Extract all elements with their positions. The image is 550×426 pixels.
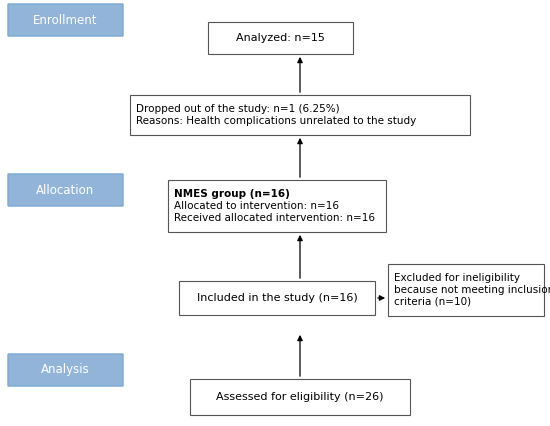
Text: Excluded for ineligibility: Excluded for ineligibility — [394, 273, 520, 283]
Text: NMES group (n=16): NMES group (n=16) — [174, 190, 290, 199]
FancyBboxPatch shape — [130, 95, 470, 135]
Text: Assessed for eligibility (n=26): Assessed for eligibility (n=26) — [216, 392, 384, 402]
Text: Analysis: Analysis — [41, 363, 90, 377]
Text: Reasons: Health complications unrelated to the study: Reasons: Health complications unrelated … — [136, 116, 416, 126]
FancyBboxPatch shape — [8, 354, 123, 386]
Text: Enrollment: Enrollment — [33, 14, 98, 26]
Text: Received allocated intervention: n=16: Received allocated intervention: n=16 — [174, 213, 375, 223]
Text: criteria (n=10): criteria (n=10) — [394, 296, 471, 307]
Text: Dropped out of the study: n=1 (6.25%): Dropped out of the study: n=1 (6.25%) — [136, 104, 340, 114]
FancyBboxPatch shape — [207, 22, 353, 54]
FancyBboxPatch shape — [190, 379, 410, 415]
Text: Analyzed: n=15: Analyzed: n=15 — [235, 33, 324, 43]
Text: Allocation: Allocation — [36, 184, 95, 196]
FancyBboxPatch shape — [8, 174, 123, 206]
FancyBboxPatch shape — [388, 264, 544, 316]
FancyBboxPatch shape — [168, 180, 386, 232]
Text: Included in the study (n=16): Included in the study (n=16) — [197, 293, 358, 303]
Text: because not meeting inclusion: because not meeting inclusion — [394, 285, 550, 295]
Text: Allocated to intervention: n=16: Allocated to intervention: n=16 — [174, 201, 339, 211]
FancyBboxPatch shape — [179, 281, 375, 315]
FancyBboxPatch shape — [8, 4, 123, 36]
